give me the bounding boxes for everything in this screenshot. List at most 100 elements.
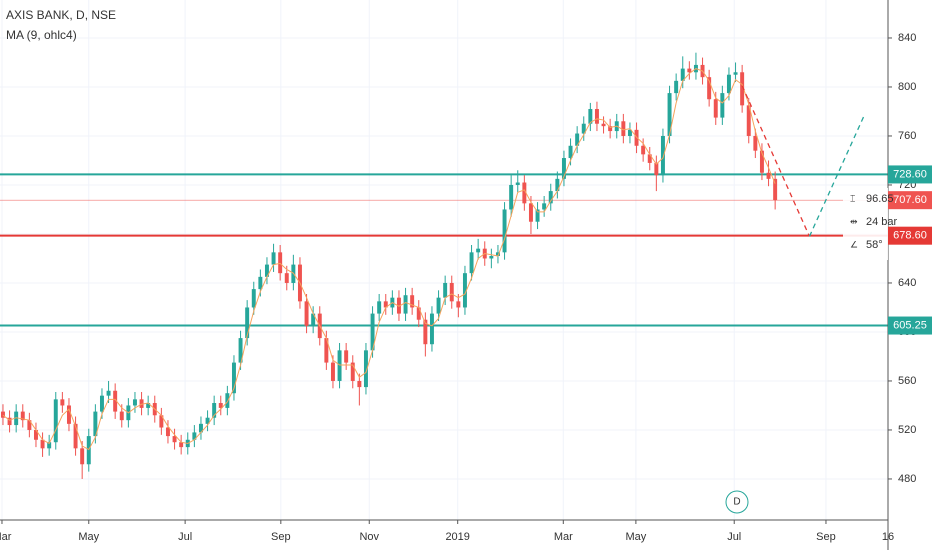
candle-body — [258, 276, 263, 290]
candle-body — [113, 390, 118, 412]
candle-body — [251, 289, 256, 308]
candle-body — [212, 403, 217, 418]
candle-body — [99, 395, 104, 412]
candle-body — [766, 172, 771, 179]
candle-body — [443, 282, 448, 298]
candles — [0, 52, 778, 479]
candle-body — [522, 182, 527, 204]
candle-body — [165, 427, 170, 437]
candle-body — [489, 256, 494, 259]
candle-body — [218, 403, 223, 408]
candle-body — [198, 423, 203, 433]
measure-bars: 24 bar — [866, 216, 898, 228]
candle-body — [575, 133, 580, 146]
candle-body — [502, 209, 507, 253]
candle-body — [469, 252, 474, 274]
candle-body — [106, 390, 111, 396]
badge[interactable]: D — [733, 497, 740, 508]
measure-price: 96.65 — [866, 193, 894, 205]
projection-line — [741, 85, 811, 237]
candle-body — [330, 362, 335, 381]
x-tick-label: Jul — [727, 531, 741, 543]
candle-body — [548, 191, 553, 204]
candle-body — [726, 74, 731, 94]
grid — [0, 0, 889, 520]
candle-body — [396, 297, 401, 314]
candle-body — [179, 442, 184, 448]
candle-body — [740, 72, 745, 106]
y-tick-label: 520 — [898, 424, 916, 436]
candle-body — [713, 99, 718, 118]
candle-body — [509, 184, 514, 210]
level-label: 678.60 — [893, 230, 927, 242]
levels — [0, 173, 888, 327]
badge-circle[interactable] — [725, 490, 749, 514]
candle-body — [357, 380, 362, 388]
candle-body — [707, 77, 712, 100]
x-tick-label: May — [78, 531, 99, 543]
candle-body — [594, 109, 599, 124]
candle-body — [720, 93, 725, 118]
candle-body — [238, 338, 243, 363]
candle-body — [621, 121, 626, 136]
y-tick-label: 800 — [898, 81, 916, 93]
candle-body — [0, 411, 5, 418]
candle-body — [337, 350, 342, 381]
x-tick-label: May — [625, 531, 646, 543]
candle-body — [7, 417, 12, 426]
candle-body — [20, 411, 25, 421]
candle-body — [667, 93, 672, 136]
x-tick-label: Sep — [271, 531, 291, 543]
candle-body — [278, 252, 283, 274]
candle-body — [753, 135, 758, 151]
candle-body — [462, 273, 467, 308]
candle-body — [773, 178, 778, 201]
candle-body — [350, 362, 355, 381]
candle-body — [759, 150, 764, 173]
level-label: 707.60 — [893, 194, 927, 206]
measure-box — [843, 188, 888, 260]
x-tick-label: Mar — [554, 531, 573, 543]
candle-body — [680, 68, 685, 81]
axes: 480520560600640680720760800840MarMayJulS… — [0, 32, 932, 543]
candle-body — [416, 307, 421, 320]
projection-line — [808, 113, 866, 237]
candle-body — [172, 436, 177, 443]
candle-body — [588, 109, 593, 124]
candle-body — [27, 420, 32, 430]
candle-body — [60, 399, 65, 406]
ma-line — [2, 68, 776, 451]
candle-body — [47, 442, 52, 449]
candle-body — [14, 411, 19, 426]
candle-body — [73, 423, 78, 449]
x-tick-label: Mar — [0, 531, 12, 543]
candle-body — [515, 182, 520, 185]
x-tick-label: 2019 — [445, 531, 469, 543]
candle-body — [601, 123, 606, 127]
candle-body — [542, 203, 547, 210]
candle-body — [581, 123, 586, 134]
candle-body — [660, 135, 665, 176]
measure-icon: ⌶ — [850, 193, 855, 203]
level-label-box — [888, 316, 932, 335]
candle-body — [40, 439, 45, 449]
candle-body — [284, 273, 289, 283]
measure-angle: 58° — [866, 239, 883, 251]
candle-body — [647, 154, 652, 163]
candle-body — [80, 448, 85, 465]
candle-body — [535, 209, 540, 222]
candle-body — [271, 252, 276, 265]
candle-body — [561, 158, 566, 179]
candle-body — [641, 145, 646, 155]
x-tick-label: 16 — [882, 531, 894, 543]
candle-body — [311, 313, 316, 326]
level-label: 728.60 — [893, 168, 927, 180]
x-tick-label: Nov — [359, 531, 379, 543]
candle-body — [495, 252, 500, 257]
candle-body — [608, 126, 613, 132]
level-label-box — [888, 165, 932, 184]
candle-body — [344, 350, 349, 363]
candle-body — [192, 432, 197, 440]
candle-body — [33, 429, 38, 440]
